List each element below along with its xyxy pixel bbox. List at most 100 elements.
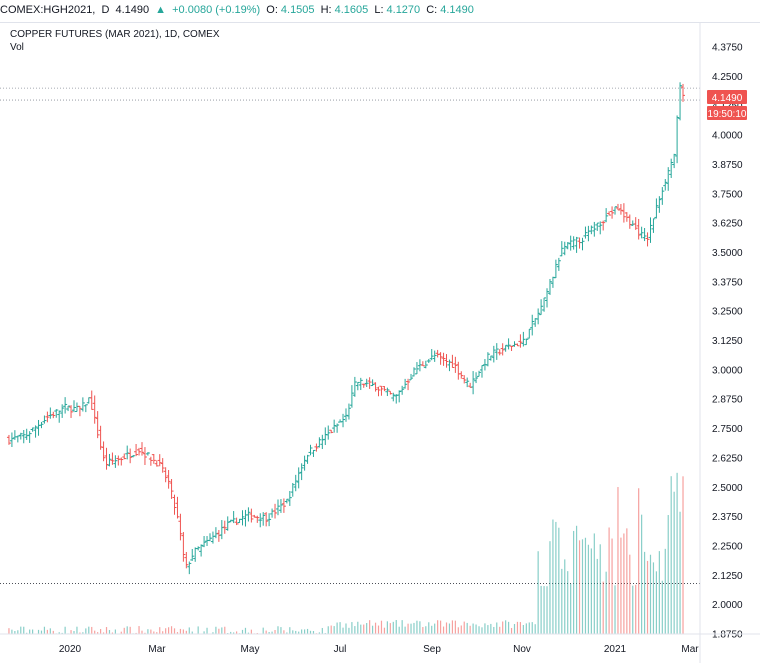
ohlc-bar (489, 356, 493, 361)
price-tick-label: 3.5000 (712, 248, 743, 259)
time-tick-label: Mar (681, 644, 699, 655)
ohlc-bar (459, 371, 463, 378)
volume-bar (91, 627, 92, 634)
ohlc-bar (102, 441, 106, 461)
ohlc-bar (81, 397, 85, 411)
price-tick-label: 4.0000 (712, 131, 743, 142)
volume-bar (109, 630, 110, 634)
ohlc-bar (445, 354, 449, 368)
volume-bar (499, 627, 500, 634)
ohlc-bar (128, 449, 132, 464)
ohlc-bar (634, 217, 638, 230)
ohlc-bar (57, 411, 61, 423)
price-tick-label: 1.8750 (712, 630, 743, 641)
volume-bar (505, 620, 506, 634)
volume-bar (582, 539, 583, 634)
volume-bar (532, 622, 533, 634)
ohlc-bar (542, 298, 546, 312)
price-tick-label: 3.8750 (712, 160, 743, 171)
ohlc-bar (646, 232, 650, 246)
volume-bar (307, 629, 308, 634)
high-label: H: (321, 4, 332, 16)
volume-bar (76, 627, 77, 634)
ohlc-bar (640, 227, 644, 239)
volume-bar (475, 625, 476, 634)
volume-bar (94, 631, 95, 634)
low-value: 4.1270 (387, 4, 421, 16)
volume-bar (410, 624, 411, 634)
ohlc-bar (146, 452, 150, 456)
ohlc-bar (388, 391, 392, 394)
volume-bar (620, 538, 621, 634)
ohlc-bar (397, 390, 401, 402)
price-tick-label: 3.1250 (712, 336, 743, 347)
ohlc-bar (16, 436, 20, 443)
volume-bar (342, 628, 343, 634)
volume-bar (124, 628, 125, 634)
volume-bar (543, 586, 544, 634)
plot-area[interactable] (0, 82, 700, 634)
ohlc-bar (152, 454, 156, 464)
volume-bar (428, 622, 429, 634)
volume-bar (44, 627, 45, 634)
ohlc-bar (548, 279, 552, 295)
volume-bar (671, 476, 672, 634)
ohlc-bar (415, 362, 419, 374)
ohlc-bar (323, 427, 327, 445)
volume-bar (455, 621, 456, 634)
volume-bar (647, 561, 648, 634)
ohlc-bar (456, 362, 460, 380)
volume-bar (440, 621, 441, 634)
volume-bar (100, 629, 101, 634)
volume-bar (150, 630, 151, 634)
volume-bar (470, 626, 471, 634)
volume-bar (473, 624, 474, 634)
ohlc-bar (196, 546, 200, 550)
ohlc-bar (666, 167, 670, 191)
volume-bar (251, 630, 252, 634)
ohlc-bar (226, 516, 230, 530)
volume-bar (422, 627, 423, 634)
volume-bar (147, 629, 148, 634)
ohlc-bar (586, 226, 590, 241)
price-tick-label: 2.3750 (712, 512, 743, 523)
volume-bar (668, 515, 669, 634)
volume-bar (623, 533, 624, 634)
ohlc-bar (551, 277, 555, 288)
volume-bar (354, 626, 355, 634)
volume-bar (348, 628, 349, 634)
volume-bar (529, 622, 530, 634)
volume-bar (171, 626, 172, 634)
ohlc-bar (442, 353, 446, 366)
volume-bar (301, 629, 302, 634)
ohlc-bar (311, 450, 315, 457)
volume-bar (115, 630, 116, 634)
symbol-name[interactable]: COMEX:HGH2021, (0, 4, 95, 16)
volume-bar (369, 620, 370, 634)
ohlc-bar (241, 510, 245, 525)
volume-bar (653, 562, 654, 634)
interval[interactable]: D (101, 4, 109, 16)
ohlc-bar (161, 458, 165, 473)
price-tick-label: 2.6250 (712, 453, 743, 464)
volume-bar (280, 627, 281, 634)
volume-bar (614, 585, 615, 634)
ohlc-bar (69, 405, 73, 418)
ohlc-bar (681, 84, 685, 102)
close-value: 4.1490 (440, 4, 474, 16)
volume-bar (585, 538, 586, 634)
ohlc-bar (297, 467, 301, 488)
ohlc-bar (589, 226, 593, 235)
volume-bar (23, 627, 24, 634)
volume-label[interactable]: Vol (10, 41, 219, 54)
volume-bar (588, 545, 589, 634)
volume-bar (570, 584, 571, 634)
price-chart[interactable]: 4.37504.25004.12504.00003.87503.75003.62… (0, 22, 760, 663)
volume-bar (168, 627, 169, 634)
ohlc-bar (660, 187, 664, 205)
ohlc-bar (28, 431, 32, 443)
ohlc-bar (595, 223, 599, 231)
volume-bar (224, 627, 225, 634)
volume-bar (360, 625, 361, 634)
